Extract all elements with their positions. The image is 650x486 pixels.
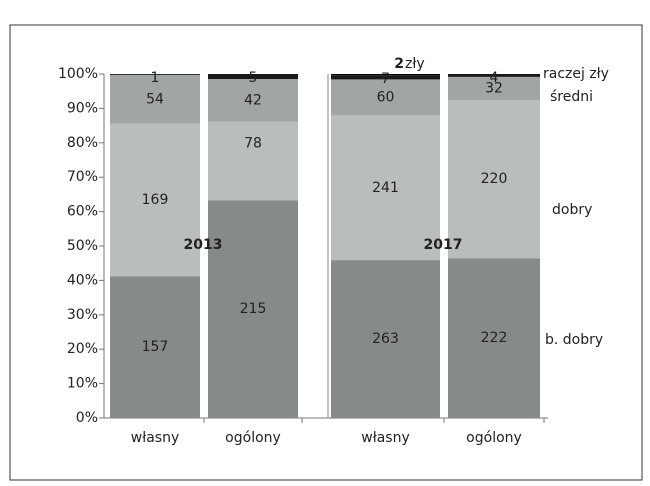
bar-segment (448, 99, 540, 259)
bar-segment (331, 79, 440, 116)
data-label: 5 (249, 70, 258, 86)
bar-segment (110, 74, 200, 75)
y-tick-label: 90% (67, 100, 98, 116)
bar-segment (208, 79, 298, 122)
legend-label: raczej zły (543, 66, 609, 82)
data-label: 54 (146, 91, 164, 107)
bar-segment (110, 276, 200, 418)
data-label: 169 (142, 192, 169, 208)
bar-segment (110, 123, 200, 277)
x-tick-label: własny (131, 430, 179, 446)
data-label: 215 (240, 301, 267, 317)
y-tick-label: 80% (67, 135, 98, 151)
y-tick-label: 0% (76, 410, 98, 426)
data-label: 222 (481, 330, 508, 346)
legend-label: dobry (552, 202, 592, 218)
y-tick-label: 70% (67, 169, 98, 185)
bar-segment (331, 75, 440, 80)
group-label: 2013 (184, 237, 223, 253)
x-tick-label: ogólony (225, 430, 281, 446)
data-label: 78 (244, 136, 262, 152)
data-label: 7 (381, 71, 390, 87)
bar-segment (331, 115, 440, 261)
y-tick-label: 30% (67, 307, 98, 323)
data-label: 263 (372, 331, 399, 347)
y-tick-label: 40% (67, 272, 98, 288)
bar-segment (331, 260, 440, 418)
legend-label: b. dobry (545, 332, 603, 348)
group-label: 2017 (424, 237, 463, 253)
data-label: 220 (481, 171, 508, 187)
legend-label: średni (550, 89, 593, 105)
y-tick-label: 20% (67, 341, 98, 357)
y-tick-label: 60% (67, 204, 98, 220)
data-label: 157 (142, 339, 169, 355)
data-label: 2 (394, 56, 404, 72)
x-tick-label: ogólony (466, 430, 522, 446)
bar-segment (448, 74, 540, 77)
data-label: 4 (490, 70, 499, 86)
data-label: 42 (244, 92, 262, 108)
data-label: 32 (485, 80, 503, 96)
bar-segment (448, 76, 540, 100)
data-label: 241 (372, 180, 399, 196)
y-tick-label: 50% (67, 238, 98, 254)
bar-segment (448, 258, 540, 418)
data-label: 1 (151, 70, 160, 86)
bar-segment (208, 74, 298, 80)
legend-label: zły (405, 56, 425, 72)
data-label: 60 (377, 89, 395, 105)
bar-segment (331, 74, 440, 76)
chart-border (9, 24, 643, 481)
bar-segment (208, 200, 298, 418)
bar-segment (110, 74, 200, 124)
y-tick-label: 10% (67, 376, 98, 392)
x-tick-label: własny (361, 430, 409, 446)
y-tick-label: 100% (58, 66, 98, 82)
bar-segment (208, 121, 298, 201)
